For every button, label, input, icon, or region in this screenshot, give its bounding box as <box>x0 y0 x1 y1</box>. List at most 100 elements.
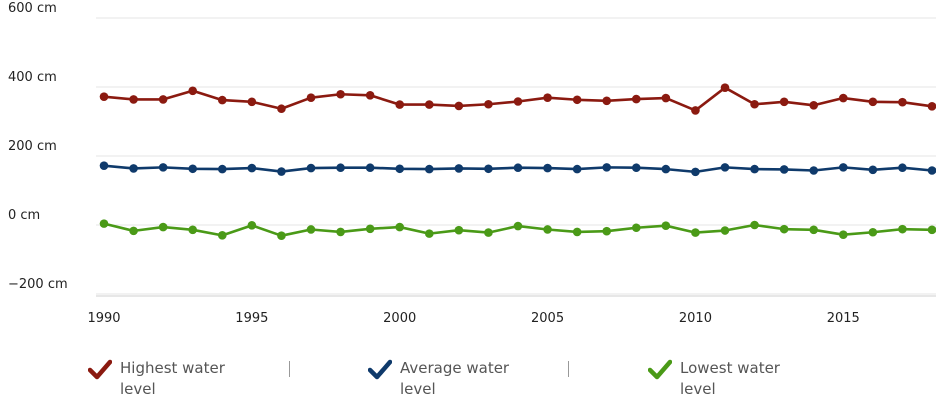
data-point[interactable] <box>572 227 582 237</box>
data-point[interactable] <box>868 97 878 107</box>
data-point[interactable] <box>306 93 316 102</box>
data-point[interactable] <box>602 226 612 236</box>
data-point[interactable] <box>129 95 138 104</box>
data-point[interactable] <box>809 100 819 110</box>
legend-item-lowest[interactable]: Lowest water level <box>648 358 810 400</box>
data-point[interactable] <box>336 89 345 99</box>
data-point[interactable] <box>661 93 671 103</box>
legend-label-highest: Highest water level <box>120 359 225 398</box>
data-point[interactable] <box>365 90 375 100</box>
data-point[interactable] <box>365 224 375 234</box>
legend-label-lowest: Lowest water level <box>680 359 780 398</box>
data-point[interactable] <box>484 99 493 109</box>
data-point[interactable] <box>779 165 789 174</box>
data-point[interactable] <box>631 163 641 173</box>
data-point[interactable] <box>395 164 405 174</box>
data-point[interactable] <box>720 163 730 172</box>
data-point[interactable] <box>513 163 523 173</box>
data-point[interactable] <box>809 166 819 175</box>
data-point[interactable] <box>158 222 168 232</box>
data-point[interactable] <box>691 167 700 177</box>
data-point[interactable] <box>779 97 789 107</box>
data-point[interactable] <box>188 86 198 96</box>
data-point[interactable] <box>217 164 227 174</box>
data-point[interactable] <box>927 225 936 235</box>
data-point[interactable] <box>631 223 641 233</box>
x-tick-label: 2000 <box>383 311 416 326</box>
data-point[interactable] <box>543 225 552 234</box>
data-point[interactable] <box>898 97 907 107</box>
data-point[interactable] <box>158 95 168 104</box>
data-point[interactable] <box>572 164 582 174</box>
data-point[interactable] <box>129 164 138 173</box>
data-point[interactable] <box>336 163 345 173</box>
water-level-chart: 600 cm 400 cm 200 cm 0 cm −200 cm 1990 1995 20… <box>8 1 936 326</box>
data-point[interactable] <box>691 106 700 115</box>
data-point[interactable] <box>750 164 759 174</box>
data-point[interactable] <box>129 226 138 236</box>
data-point[interactable] <box>454 225 464 235</box>
data-point[interactable] <box>927 166 936 175</box>
data-point[interactable] <box>898 163 907 173</box>
data-point[interactable] <box>720 83 730 92</box>
y-tick-label: 0 cm <box>8 208 40 223</box>
data-point[interactable] <box>306 163 316 173</box>
data-point[interactable] <box>513 221 523 231</box>
data-point[interactable] <box>336 227 345 237</box>
data-point[interactable] <box>838 230 848 239</box>
data-point[interactable] <box>661 164 671 174</box>
data-point[interactable] <box>188 225 198 235</box>
data-point[interactable] <box>277 167 286 176</box>
data-point[interactable] <box>247 163 257 173</box>
data-point[interactable] <box>838 163 848 172</box>
data-point[interactable] <box>277 231 286 240</box>
data-point[interactable] <box>602 96 612 106</box>
data-point[interactable] <box>898 224 907 234</box>
data-point[interactable] <box>217 231 227 240</box>
y-tick-label: 600 cm <box>8 1 57 16</box>
data-point[interactable] <box>720 226 730 235</box>
data-point[interactable] <box>484 164 493 174</box>
data-point[interactable] <box>543 93 552 102</box>
data-point[interactable] <box>424 100 434 109</box>
legend-item-highest[interactable]: Highest water level <box>88 358 250 400</box>
data-point[interactable] <box>484 228 493 237</box>
x-tick-label: 2015 <box>827 311 860 326</box>
data-point[interactable] <box>927 102 936 111</box>
data-point[interactable] <box>99 161 109 170</box>
data-point[interactable] <box>247 97 257 107</box>
data-point[interactable] <box>424 164 434 174</box>
data-point[interactable] <box>691 228 700 237</box>
check-icon-red <box>88 359 112 380</box>
data-point[interactable] <box>277 104 286 114</box>
data-point[interactable] <box>661 221 671 230</box>
legend-item-average[interactable]: Average water level <box>368 358 530 400</box>
data-point[interactable] <box>602 163 612 172</box>
data-point[interactable] <box>99 92 109 101</box>
data-point[interactable] <box>750 99 759 109</box>
data-point[interactable] <box>513 97 523 106</box>
data-point[interactable] <box>365 163 375 173</box>
data-point[interactable] <box>188 164 198 174</box>
data-point[interactable] <box>868 227 878 237</box>
data-point[interactable] <box>395 222 405 232</box>
data-point[interactable] <box>306 225 316 234</box>
data-point[interactable] <box>217 95 227 105</box>
data-point[interactable] <box>838 93 848 103</box>
data-point[interactable] <box>158 163 168 172</box>
x-tick-label: 1995 <box>235 311 268 326</box>
data-point[interactable] <box>631 94 641 104</box>
data-point[interactable] <box>572 95 582 105</box>
data-point[interactable] <box>99 219 109 228</box>
data-point[interactable] <box>424 229 434 238</box>
data-point[interactable] <box>247 221 257 230</box>
data-point[interactable] <box>543 163 552 173</box>
legend-separator <box>568 361 569 377</box>
data-point[interactable] <box>779 224 789 234</box>
data-point[interactable] <box>395 100 405 109</box>
data-point[interactable] <box>868 165 878 175</box>
data-point[interactable] <box>454 164 464 173</box>
data-point[interactable] <box>750 220 759 230</box>
data-point[interactable] <box>809 225 819 235</box>
data-point[interactable] <box>454 101 464 111</box>
